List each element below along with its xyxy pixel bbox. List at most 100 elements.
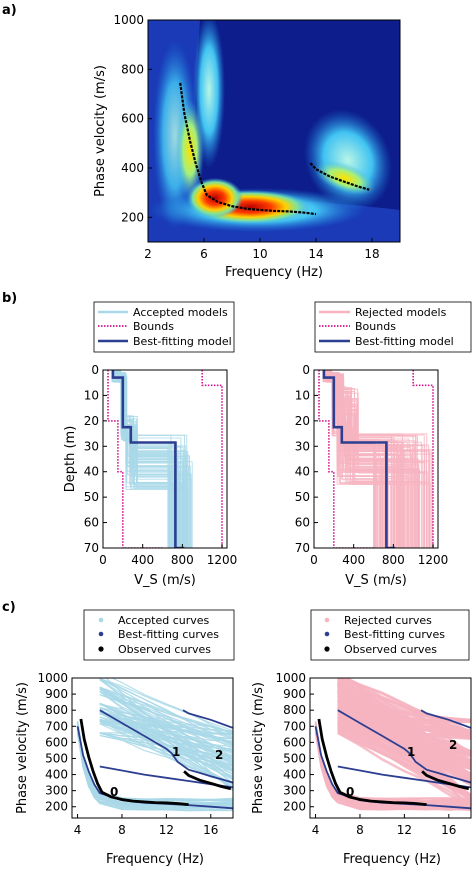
x-tick-label: 400 xyxy=(342,553,365,567)
y-tick-label: 700 xyxy=(283,719,306,733)
y-tick-label: 60 xyxy=(295,516,310,530)
candidate-curve xyxy=(99,706,233,733)
y-tick-label: 30 xyxy=(84,439,99,453)
panel-c-right-y-ticks: 200 300 400 500 600 700 800 900 1000 xyxy=(275,671,314,814)
panel-b-left-x-ticks: 0 400 800 1200 xyxy=(99,544,237,567)
panel-b-left-bound-max xyxy=(201,370,223,548)
observed-curve-0 xyxy=(317,718,427,806)
panel-c-left-mode-label-0: 0 xyxy=(110,785,118,799)
panel-b-right-best-fitting-model xyxy=(322,370,396,548)
legend-best-fitting-model-right: Best-fitting model xyxy=(355,335,454,348)
panel-a-y-ticks: 200 400 600 800 1000 xyxy=(113,13,152,224)
x-tick-label: 8 xyxy=(356,823,364,837)
x-tick-label: 0 xyxy=(99,553,107,567)
candidate-curve xyxy=(99,703,233,773)
candidate-curve xyxy=(337,706,471,780)
y-tick-label: 10 xyxy=(295,388,310,402)
panel-b-left-best-fitting-model xyxy=(111,370,185,548)
y-tick-label: 900 xyxy=(45,687,68,701)
y-tick-label: 500 xyxy=(45,751,68,765)
y-tick-label: 400 xyxy=(283,768,306,782)
panel-c-right-mode-label-1: 1 xyxy=(407,745,415,759)
panel-b-left: Accepted models Bounds Best-fitting mode… xyxy=(63,301,237,588)
x-tick-label: 6 xyxy=(200,247,208,261)
y-tick-label: 0 xyxy=(302,363,310,377)
x-tick-label: 16 xyxy=(203,823,218,837)
panel-a-x-ticks: 2 6 10 14 18 xyxy=(144,238,380,261)
panel-c-left-x-ticks: 4 8 12 16 xyxy=(74,814,218,837)
legend-observed-curves-left: Observed curves xyxy=(118,643,211,656)
candidate-curve xyxy=(110,678,233,734)
panel-b-right-legend: Rejected models Bounds Best-fitting mode… xyxy=(314,301,472,353)
y-tick-label: 800 xyxy=(283,703,306,717)
y-tick-label: 600 xyxy=(45,735,68,749)
y-tick-label: 20 xyxy=(84,414,99,428)
y-tick-label: 400 xyxy=(45,768,68,782)
best-fitting-curve-3 xyxy=(420,709,471,729)
x-tick-label: 1200 xyxy=(207,553,238,567)
x-tick-label: 0 xyxy=(310,553,318,567)
x-tick-label: 800 xyxy=(382,553,405,567)
candidate-curve xyxy=(99,678,233,758)
panel-a-y-label: Phase velocity (m/s) xyxy=(93,65,108,197)
legend-rejected-models: Rejected models xyxy=(355,306,447,319)
panel-label-c: c) xyxy=(2,600,16,615)
y-tick-label: 70 xyxy=(84,541,99,555)
panel-c-left-y-label: Phase velocity (m/s) xyxy=(15,682,30,814)
model-profile xyxy=(330,370,405,548)
candidate-curve xyxy=(337,727,471,779)
panel-b-left-y-label: Depth (m) xyxy=(63,426,78,493)
panel-b-right-bound-max xyxy=(412,370,434,548)
model-profile xyxy=(323,370,400,548)
y-tick-label: 900 xyxy=(283,687,306,701)
x-tick-label: 2 xyxy=(144,247,152,261)
candidate-curve xyxy=(99,686,233,761)
x-tick-label: 4 xyxy=(312,823,320,837)
candidate-curve xyxy=(99,718,233,789)
y-tick-label: 300 xyxy=(45,784,68,798)
observed-curve-1 xyxy=(421,770,470,791)
x-tick-label: 16 xyxy=(441,823,456,837)
candidate-curve xyxy=(76,721,233,801)
y-tick-label: 30 xyxy=(295,439,310,453)
model-profile xyxy=(115,370,172,548)
y-tick-label: 50 xyxy=(84,490,99,504)
y-tick-label: 200 xyxy=(283,800,306,814)
best-fitting-curve-3 xyxy=(182,709,233,729)
y-tick-label: 1000 xyxy=(37,671,68,685)
best-fitting-curve-2 xyxy=(99,709,233,784)
y-tick-label: 600 xyxy=(121,112,144,126)
x-tick-label: 800 xyxy=(171,553,194,567)
panel-b-left-legend: Accepted models Bounds Best-fitting mode… xyxy=(93,301,235,353)
candidate-curve xyxy=(99,719,233,735)
y-tick-label: 800 xyxy=(121,62,144,76)
x-tick-label: 10 xyxy=(252,247,267,261)
y-tick-label: 1000 xyxy=(275,671,306,685)
panel-b-left-y-ticks: 0 10 20 30 40 50 60 70 xyxy=(84,363,107,555)
candidate-curve xyxy=(337,731,471,809)
legend-bounds-left: Bounds xyxy=(133,320,174,333)
legend-accepted-models: Accepted models xyxy=(133,306,228,319)
panel-c-right-legend: Rejected curves Best-fitting curves Obse… xyxy=(310,609,470,661)
y-tick-label: 50 xyxy=(295,490,310,504)
panel-c-right-mode-label-2: 2 xyxy=(449,738,457,752)
candidate-curve xyxy=(99,690,233,766)
y-tick-label: 10 xyxy=(84,388,99,402)
panel-a-observed-curve-1 xyxy=(309,162,370,191)
panel-c-right-mode-label-0: 0 xyxy=(346,785,354,799)
legend-best-fitting-curves-left: Best-fitting curves xyxy=(118,628,219,641)
candidate-curve xyxy=(76,726,233,805)
panel-c-right-rejected-curves xyxy=(314,678,471,812)
panel-c-left-y-ticks: 200 300 400 500 600 700 800 900 1000 xyxy=(37,671,76,814)
candidate-curve xyxy=(99,702,233,781)
x-tick-label: 18 xyxy=(364,247,379,261)
legend-rejected-curves: Rejected curves xyxy=(344,614,432,627)
x-tick-label: 400 xyxy=(131,553,154,567)
panel-b-left-x-label: V_S (m/s) xyxy=(134,573,196,588)
panel-a-heatmap: 2 6 10 14 18 200 400 600 800 1000 Frequency (Hz)… xyxy=(93,13,401,280)
candidate-curve xyxy=(337,705,471,764)
panel-label-b: b) xyxy=(2,291,17,306)
panel-c-left-legend: Accepted curves Best-fitting curves Obse… xyxy=(83,609,235,661)
y-tick-label: 800 xyxy=(45,703,68,717)
